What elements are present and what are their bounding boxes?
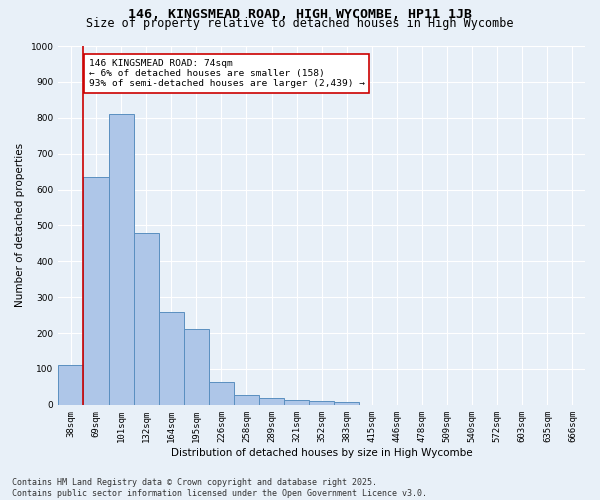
Bar [209, 382, 234, 405]
Text: 146 KINGSMEAD ROAD: 74sqm
← 6% of detached houses are smaller (158)
93% of semi-: 146 KINGSMEAD ROAD: 74sqm ← 6% of detach… [89, 58, 365, 88]
Bar [134, 232, 159, 405]
Text: Size of property relative to detached houses in High Wycombe: Size of property relative to detached ho… [86, 18, 514, 30]
Bar [58, 366, 83, 405]
Bar [83, 177, 109, 405]
Bar [184, 330, 209, 405]
Bar [284, 400, 309, 405]
Text: Contains HM Land Registry data © Crown copyright and database right 2025.
Contai: Contains HM Land Registry data © Crown c… [12, 478, 427, 498]
Bar [234, 395, 259, 405]
Text: 146, KINGSMEAD ROAD, HIGH WYCOMBE, HP11 1JB: 146, KINGSMEAD ROAD, HIGH WYCOMBE, HP11 … [128, 8, 472, 20]
X-axis label: Distribution of detached houses by size in High Wycombe: Distribution of detached houses by size … [171, 448, 473, 458]
Bar [159, 312, 184, 405]
Bar [259, 398, 284, 405]
Bar [109, 114, 134, 405]
Bar [309, 401, 334, 405]
Bar [334, 402, 359, 405]
Y-axis label: Number of detached properties: Number of detached properties [15, 144, 25, 308]
